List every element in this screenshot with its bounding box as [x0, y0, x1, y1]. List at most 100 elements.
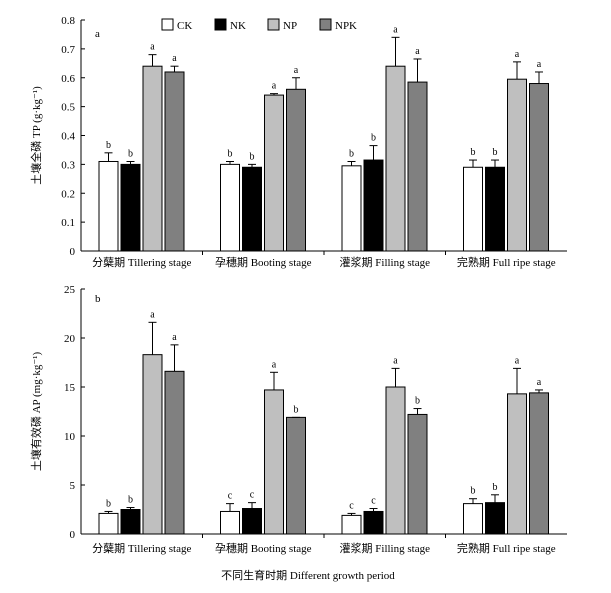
y-tick-label: 15: [64, 382, 76, 394]
legend-label: NPK: [335, 20, 357, 32]
y-tick-label: 0.3: [61, 159, 75, 171]
bar: [385, 65, 406, 252]
bar: [98, 512, 119, 535]
bar: [98, 160, 119, 252]
significance-letter: c: [349, 500, 354, 511]
significance-letter: a: [150, 42, 155, 53]
significance-letter: b: [128, 148, 133, 159]
y-tick-label: 10: [64, 431, 76, 443]
panel-tp-chart: 0 0.1 0.2 0.3 0.4 0.5 0.6 0.7 0.8 土壤全磷 TP (g·kg⁻¹…: [29, 15, 567, 269]
significance-letter: a: [150, 309, 155, 320]
y-axis-label: 土壤全磷 TP (g·kg⁻¹): [29, 86, 43, 185]
significance-letter: a: [537, 377, 542, 388]
x-category-label: 灌浆期 Filling stage: [340, 255, 431, 269]
y-tick-label: 0.8: [61, 15, 75, 27]
bar: [529, 83, 549, 252]
significance-letter: a: [515, 49, 520, 60]
bar: [142, 354, 163, 535]
x-category-label: 完熟期 Full ripe stage: [457, 541, 556, 555]
x-category-label: 灌浆期 Filling stage: [340, 541, 431, 555]
significance-letter: b: [415, 396, 420, 407]
significance-letter: b: [471, 486, 476, 497]
x-axis-label: 不同生育时期 Different growth period: [221, 568, 395, 582]
significance-letter: a: [272, 359, 277, 370]
y-tick-label: 0.6: [61, 73, 75, 85]
significance-letter: a: [172, 53, 177, 64]
legend-label: CK: [177, 20, 192, 32]
significance-letter: b: [106, 140, 111, 151]
legend-swatch: [267, 18, 280, 31]
significance-letter: b: [250, 151, 255, 162]
x-category-label: 完熟期 Full ripe stage: [457, 255, 556, 269]
bar: [507, 393, 527, 535]
y-tick-label: 0.2: [61, 188, 75, 200]
significance-letter: a: [415, 46, 420, 57]
significance-letter: b: [294, 404, 299, 415]
significance-letter: b: [471, 147, 476, 158]
significance-letter: a: [393, 24, 398, 35]
bar: [286, 416, 306, 535]
legend-label: NK: [230, 20, 246, 32]
bar: [242, 508, 262, 535]
y-tick-label: 0.4: [61, 131, 75, 143]
significance-letter: b: [128, 495, 133, 506]
significance-letter: b: [371, 133, 376, 144]
x-category-label: 孕穗期 Booting stage: [215, 542, 312, 555]
significance-letter: a: [294, 65, 299, 76]
significance-letter: c: [371, 496, 376, 507]
y-tick-label: 25: [64, 284, 76, 296]
y-tick-label: 0.1: [61, 217, 75, 229]
significance-letter: b: [228, 148, 233, 159]
panel-label: a: [95, 28, 100, 40]
bar: [507, 78, 527, 252]
significance-letter: a: [537, 59, 542, 70]
bar: [120, 163, 141, 252]
bar: [164, 71, 185, 252]
bar: [341, 514, 362, 535]
x-category-label: 分蘖期 Tillering stage: [92, 255, 191, 269]
bar: [286, 88, 306, 252]
bar: [120, 509, 141, 535]
significance-letter: a: [515, 355, 520, 366]
significance-letter: a: [272, 81, 277, 92]
significance-letter: b: [493, 147, 498, 158]
bar: [363, 159, 384, 252]
bar: [242, 166, 262, 252]
legend-swatch: [319, 18, 332, 31]
bar: [264, 389, 284, 535]
significance-letter: c: [250, 490, 255, 501]
significance-letter: a: [172, 332, 177, 343]
bar: [220, 163, 240, 252]
bar: [385, 386, 406, 535]
significance-letter: b: [106, 498, 111, 509]
bar: [220, 510, 240, 535]
bar: [142, 65, 163, 252]
bar: [485, 166, 505, 252]
bar: [164, 370, 185, 535]
panel-ap-chart: 0 5 10 15 20 25 土壤有效磷 AP (mg·kg⁻¹) b 分蘖期 Tilleri…: [29, 284, 567, 555]
bar: [264, 94, 284, 252]
significance-letter: b: [349, 148, 354, 159]
legend-swatch: [214, 18, 227, 31]
y-tick-label: 0.7: [61, 44, 75, 56]
y-tick-label: 0: [70, 246, 76, 258]
bar: [463, 166, 483, 252]
panel-label: b: [95, 293, 101, 305]
legend-label: NP: [283, 20, 297, 32]
bar: [463, 503, 483, 535]
y-tick-label: 20: [64, 333, 76, 345]
legend-swatch: [161, 18, 174, 31]
bar: [529, 392, 549, 535]
bar: [407, 413, 428, 535]
significance-letter: b: [493, 482, 498, 493]
y-tick-label: 5: [70, 480, 76, 492]
y-tick-label: 0: [70, 529, 76, 541]
y-tick-label: 0.5: [61, 102, 75, 114]
bar: [407, 81, 428, 252]
significance-letter: c: [228, 491, 233, 502]
significance-letter: a: [393, 355, 398, 366]
y-axis-label: 土壤有效磷 AP (mg·kg⁻¹): [29, 352, 43, 472]
bar: [485, 502, 505, 535]
x-category-label: 分蘖期 Tillering stage: [92, 541, 191, 555]
